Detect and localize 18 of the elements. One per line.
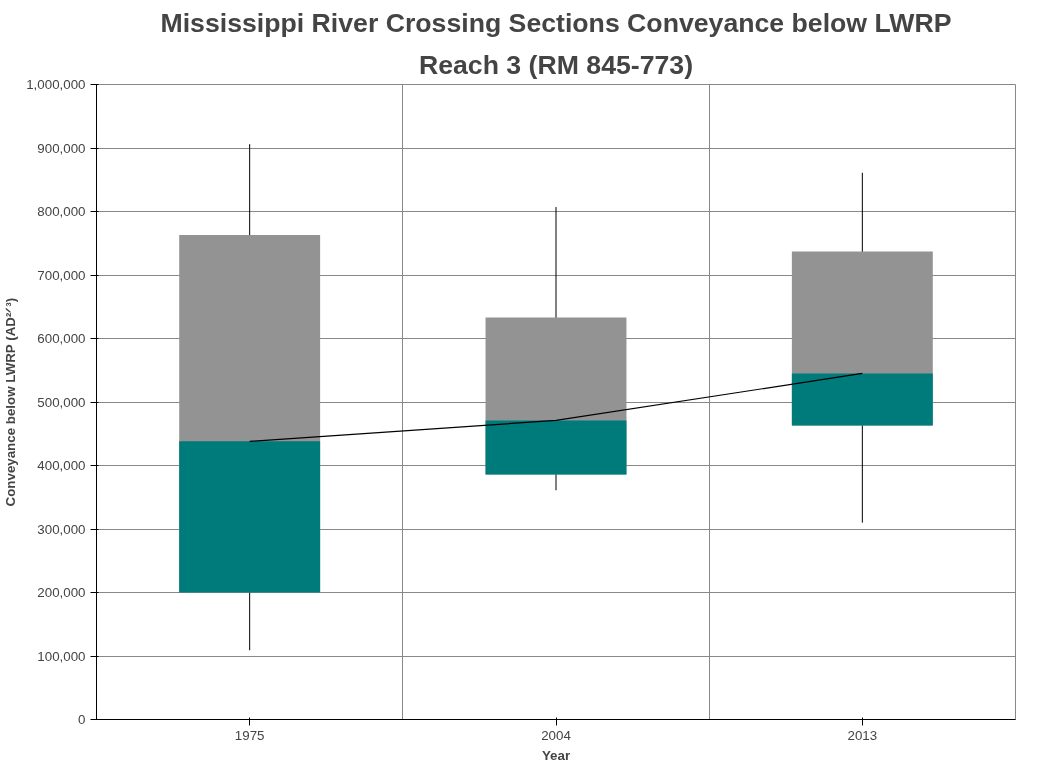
x-axis-title: Year: [541, 747, 571, 763]
y-tick-label: 600,000: [37, 331, 86, 346]
y-tick-label: 300,000: [37, 521, 86, 537]
chart-title: Mississippi River Crossing Sections Conveyance below LWRP: [160, 7, 952, 38]
y-axis-title: Conveyance below LWRP (AD²ᐟ³): [3, 297, 19, 507]
y-tick-label: 100,000: [37, 648, 86, 664]
y-tick-label: 800,000: [37, 204, 86, 219]
y-tick-label: 200,000: [37, 585, 86, 600]
x-tick-label: 2004: [541, 727, 572, 743]
y-tick-label: 700,000: [37, 267, 86, 283]
y-tick-label: 1,000,000: [26, 77, 86, 92]
y-tick-label: 0: [78, 712, 86, 727]
y-tick-label: 500,000: [37, 394, 86, 410]
x-tick-label: 2013: [847, 727, 878, 743]
x-tick-label: 1975: [234, 727, 265, 743]
y-tick-label: 400,000: [37, 458, 86, 473]
chart-subtitle: Reach 3 (RM 845-773): [418, 49, 694, 80]
y-tick-label: 900,000: [37, 140, 86, 156]
